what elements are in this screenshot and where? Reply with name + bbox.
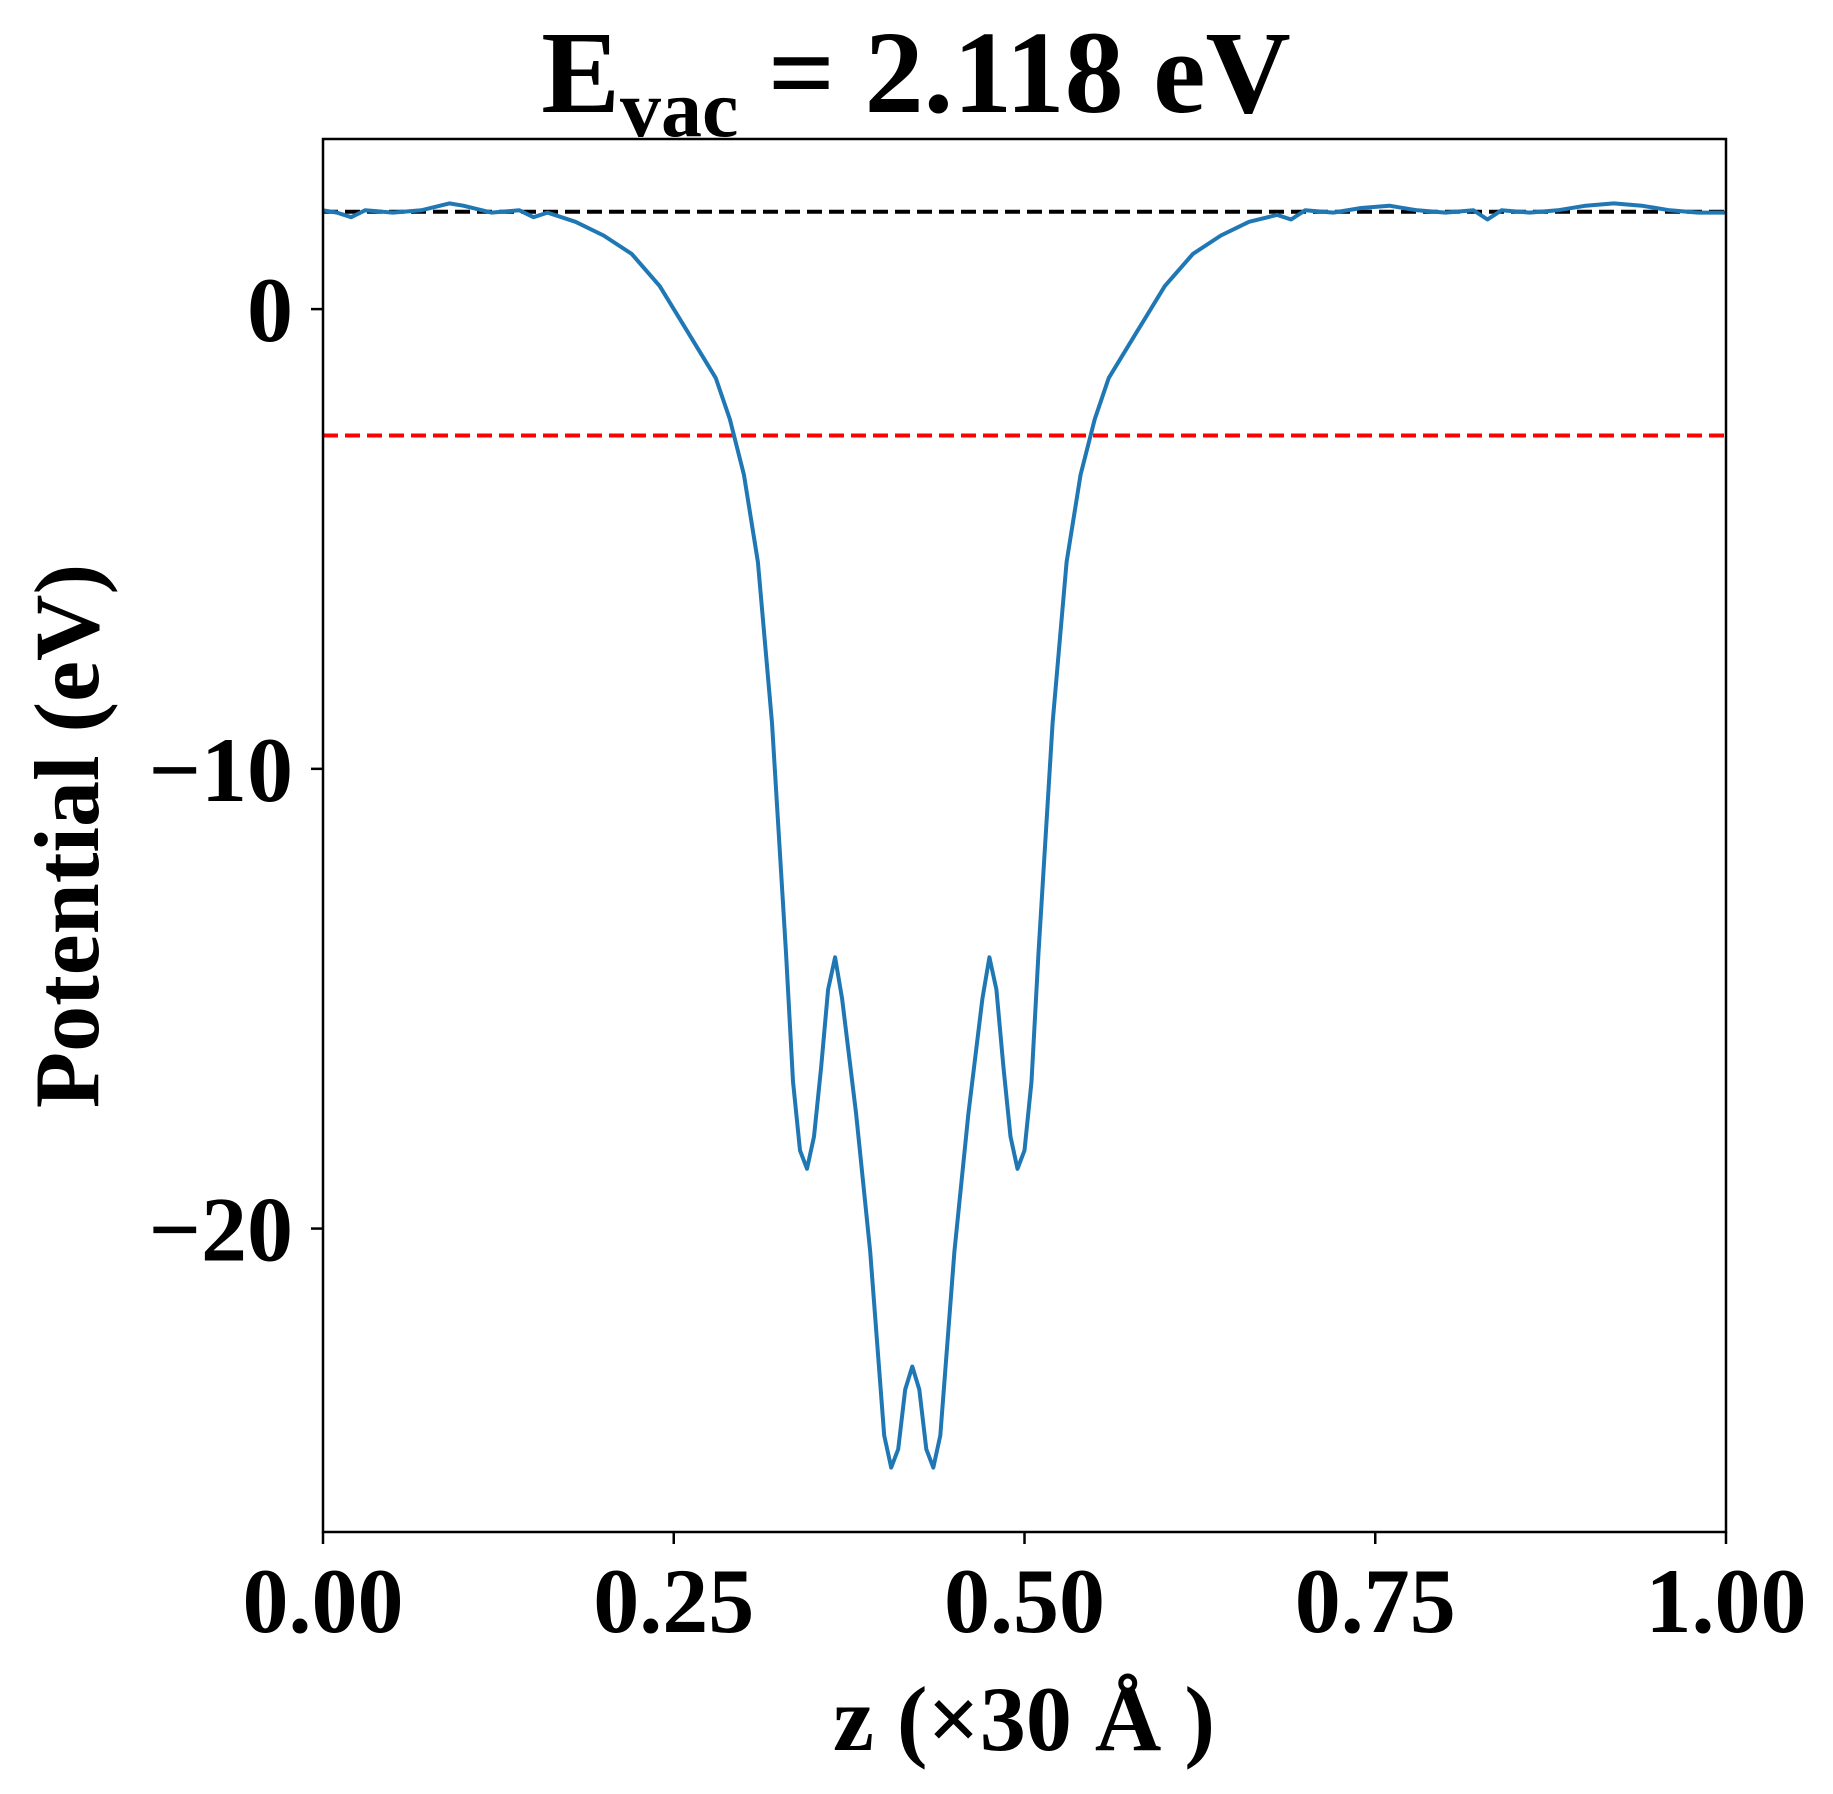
chart-title-suffix: = 2.118 eV	[738, 7, 1290, 138]
y-tick-label: −10	[149, 719, 293, 821]
x-tick-label: 0.25	[593, 1550, 754, 1652]
plot-frame	[321, 137, 1728, 1534]
x-tick-label: 1.00	[1646, 1550, 1807, 1652]
series-line-0	[322, 201, 1726, 1470]
y-tick-label: 0	[247, 259, 293, 361]
x-axis-label: z (×30 Å )	[833, 1668, 1215, 1770]
y-axis: 0 −10 −20	[149, 259, 323, 1281]
y-axis-label: Potential (eV)	[16, 564, 118, 1108]
x-axis: 0.00 0.25 0.50 0.75 1.00	[243, 1532, 1807, 1652]
chart-title-main: E	[541, 7, 620, 138]
chart-title: Evac = 2.118 eV	[541, 7, 1290, 154]
x-tick-label: 0.75	[1295, 1550, 1456, 1652]
plot-area	[322, 201, 1726, 1470]
y-tick-label: −20	[149, 1179, 293, 1281]
x-tick-label: 0.50	[944, 1550, 1105, 1652]
chart-title-subscript: vac	[620, 63, 738, 154]
x-tick-label: 0.00	[243, 1550, 404, 1652]
